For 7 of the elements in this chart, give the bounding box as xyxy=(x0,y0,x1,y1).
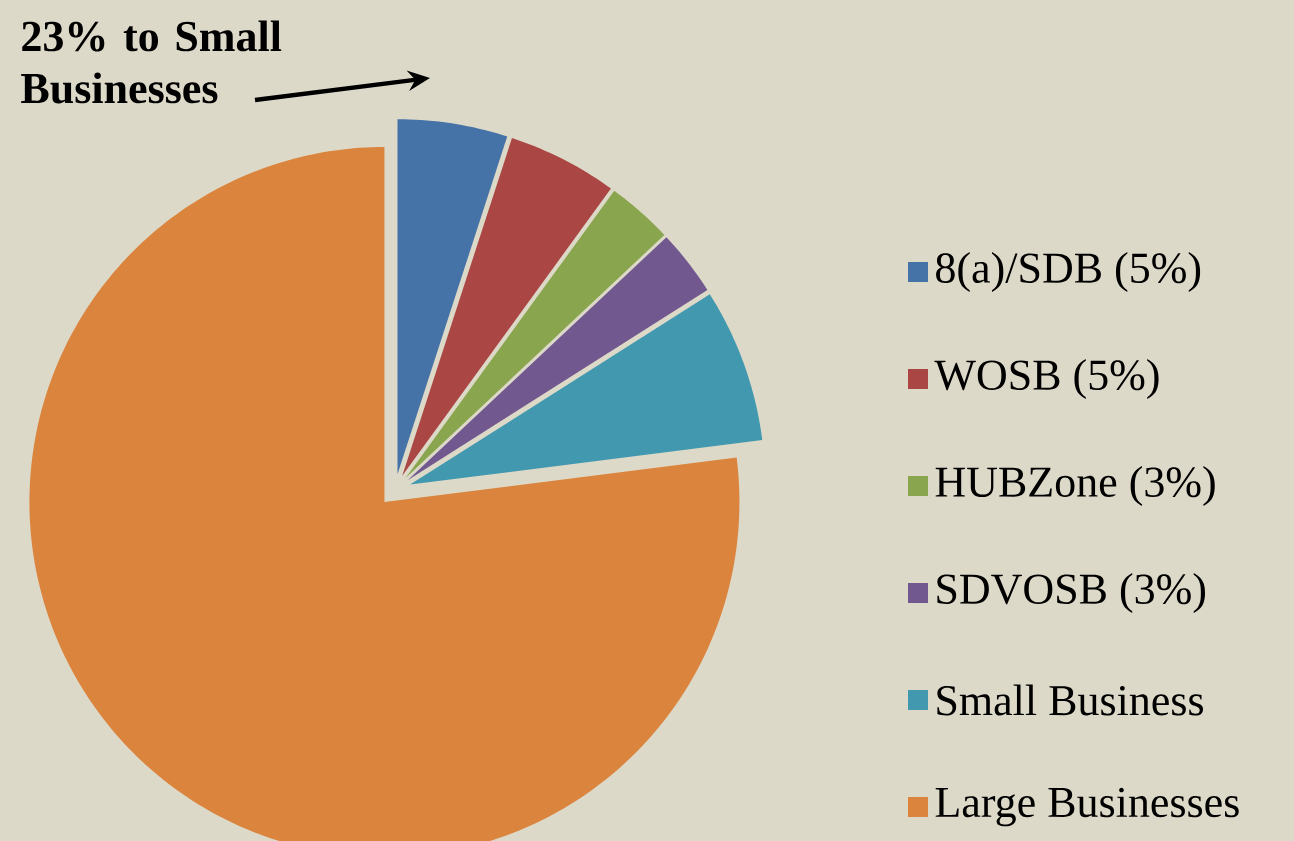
legend-label: Small Business xyxy=(937,684,1203,716)
legend-label: 8(a)/SDB (5%) xyxy=(936,252,1201,292)
legend-label: HUBZone (3%) xyxy=(935,466,1215,506)
legend-label: WOSB (5%) xyxy=(934,359,1159,399)
text: 23% to Small Businesses xyxy=(21,20,282,104)
legend-label: Large Businesses xyxy=(935,787,1239,827)
legend-label: SDVOSB (3%) xyxy=(937,573,1206,613)
